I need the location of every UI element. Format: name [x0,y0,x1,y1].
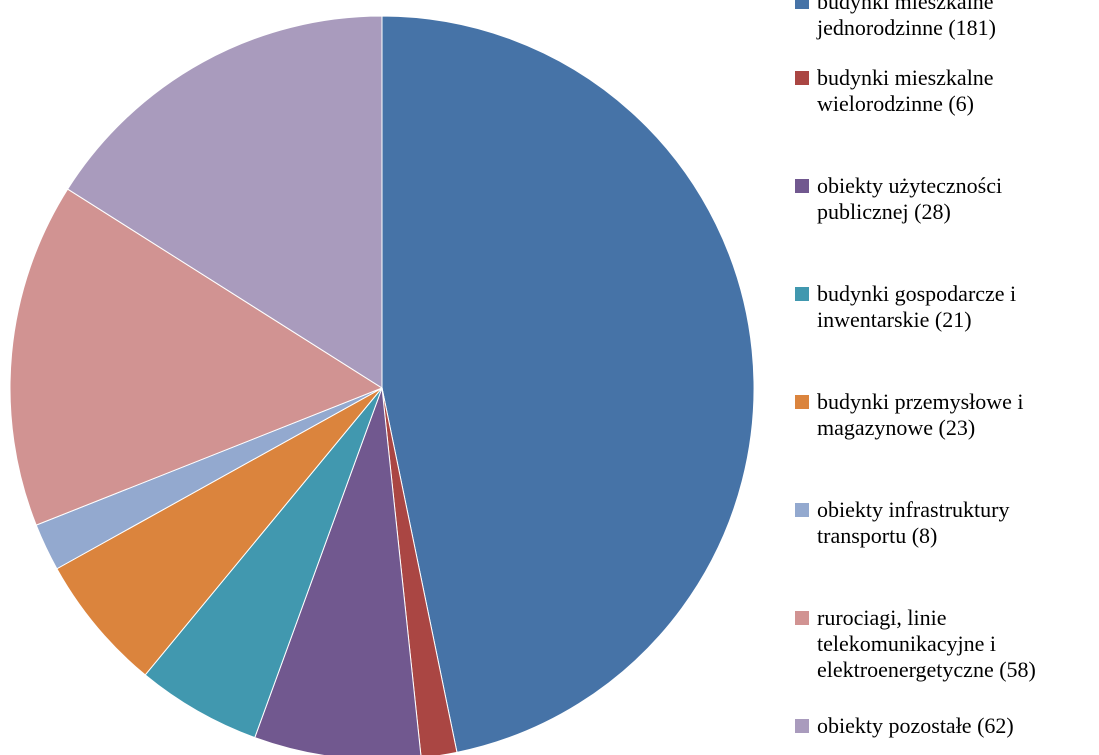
legend-swatch-6 [795,503,809,517]
pie-plot [9,15,755,755]
legend-item-6: obiekty infrastruktury transportu (8) [795,497,1099,549]
legend-swatch-5 [795,395,809,409]
pie-slice-2 [381,387,458,755]
legend-label-1: budynki mieszkalne jednorodzinne (181) [817,0,996,40]
legend-label-7: rurociagi, linie telekomunikacyjne i ele… [817,605,1036,682]
legend-label-5: budynki przemysłowe i magazynowe (23) [817,389,1024,440]
legend-item-1: budynki mieszkalne jednorodzinne (181) [795,0,1099,41]
legend-item-3: obiekty użyteczności publicznej (28) [795,173,1099,225]
legend-swatch-3 [795,179,809,193]
pie-slice-7 [9,188,384,526]
legend-swatch-8 [795,719,809,733]
pie-slice-5 [56,387,383,676]
legend-item-2: budynki mieszkalne wielorodzinne (6) [795,65,1099,117]
legend-item-5: budynki przemysłowe i magazynowe (23) [795,389,1099,441]
legend-swatch-1 [795,0,809,9]
legend-item-7: rurociagi, linie telekomunikacyjne i ele… [795,605,1099,683]
pie-slice-3 [254,387,422,755]
legend-label-4: budynki gospodarcze i inwentarskie (21) [817,281,1017,332]
legend-swatch-4 [795,287,809,301]
pie-slice-1 [381,15,755,753]
pie-slice-8 [66,15,383,389]
legend-item-8: obiekty pozostałe (62) [795,713,1099,739]
legend-label-8: obiekty pozostałe (62) [817,713,1014,738]
legend-label-6: obiekty infrastruktury transportu (8) [817,497,1010,548]
legend-label-3: obiekty użyteczności publicznej (28) [817,173,1003,224]
legend-item-4: budynki gospodarcze i inwentarskie (21) [795,281,1099,333]
legend-swatch-7 [795,611,809,625]
legend-swatch-2 [795,71,809,85]
legend-label-2: budynki mieszkalne wielorodzinne (6) [817,65,994,116]
